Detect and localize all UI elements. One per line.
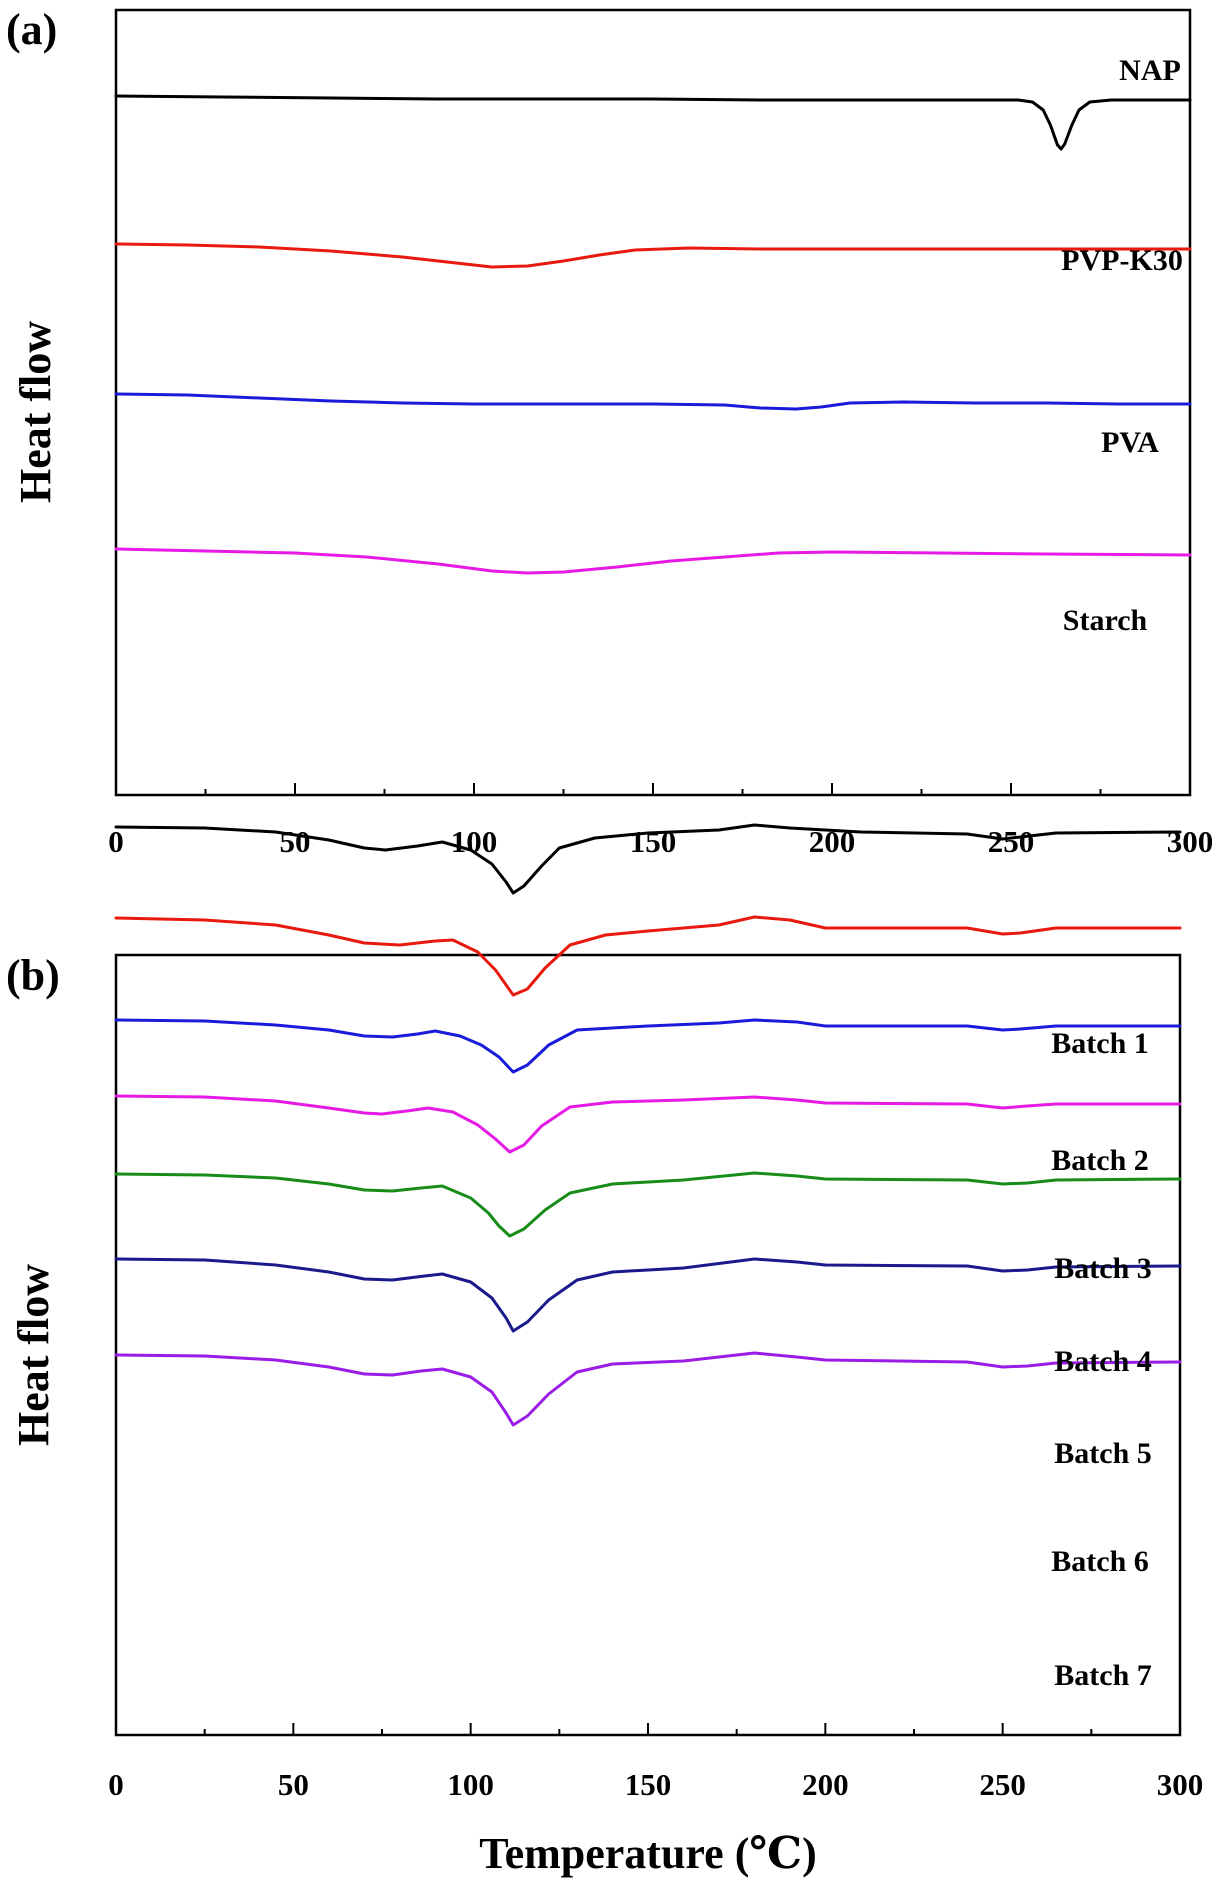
series-line-batch-1: [114, 823, 1182, 895]
panel-b-curves: [114, 823, 1182, 1427]
series-line-starch: [114, 547, 1192, 575]
series-line-batch-4: [114, 1094, 1182, 1154]
x-tick-label: 250: [988, 824, 1035, 859]
panel-b-series-labels: Batch 1 Batch 2 Batch 3 Batch 4 Batch 5 Batch…: [1051, 1027, 1152, 1692]
panel-b-frame: [114, 953, 1182, 1737]
panel-a-curves: [114, 94, 1192, 575]
series-label: Batch 5: [1054, 1437, 1152, 1470]
series-line-pvp-k30: [114, 242, 1192, 269]
x-tick-label: 50: [278, 1767, 309, 1802]
x-tick-label: 150: [625, 1767, 672, 1802]
series-line-pva: [114, 392, 1192, 411]
series-line-batch-6: [114, 1257, 1182, 1333]
x-tick-label: 300: [1157, 1767, 1204, 1802]
x-tick-label: 150: [630, 824, 677, 859]
series-label: Starch: [1063, 604, 1148, 637]
panel-a-y-axis-title: Heat flow: [11, 321, 60, 503]
panel-b: (b) Heat flow 0 50 100 150 200 250 300 Batch 1…: [6, 823, 1203, 1878]
series-line-nap: [114, 94, 1192, 151]
panel-a-series-labels: NAP PVP-K30 PVA Starch: [1061, 54, 1183, 637]
x-tick-label: 250: [979, 1767, 1026, 1802]
x-tick-label: 50: [280, 824, 311, 859]
panel-b-x-axis-title: Temperature (℃): [479, 1829, 816, 1878]
x-tick-label: 300: [1167, 824, 1214, 859]
series-label: Batch 6: [1051, 1545, 1149, 1578]
panel-a-label: (a): [6, 5, 57, 54]
series-line-batch-2: [114, 915, 1182, 997]
panel-b-y-axis-title: Heat flow: [9, 1264, 58, 1446]
x-tick-label: 0: [108, 1767, 124, 1802]
series-label: Batch 7: [1054, 1659, 1152, 1692]
series-label: Batch 3: [1054, 1252, 1152, 1285]
panel-b-label: (b): [6, 951, 60, 1000]
series-label: PVA: [1101, 426, 1159, 459]
panel-a: (a) Heat flow 0 50 100 150 200 250 300 NAPPVP-…: [6, 5, 1213, 859]
series-line-batch-5: [114, 1171, 1182, 1238]
series-label: Batch 1: [1051, 1027, 1149, 1060]
series-line-batch-7: [114, 1351, 1182, 1427]
x-tick-label: 100: [447, 1767, 494, 1802]
panel-b-x-ticks: 0 50 100 150 200 250 300: [108, 1723, 1203, 1802]
series-label: Batch 4: [1054, 1345, 1152, 1378]
x-tick-label: 200: [802, 1767, 849, 1802]
x-tick-label: 0: [108, 824, 124, 859]
series-label: NAP: [1119, 54, 1181, 87]
series-label: PVP-K30: [1061, 244, 1183, 277]
panel-a-x-ticks: 0 50 100 150 200 250 300: [108, 783, 1213, 859]
series-label: Batch 2: [1051, 1144, 1149, 1177]
series-line-batch-3: [114, 1018, 1182, 1074]
